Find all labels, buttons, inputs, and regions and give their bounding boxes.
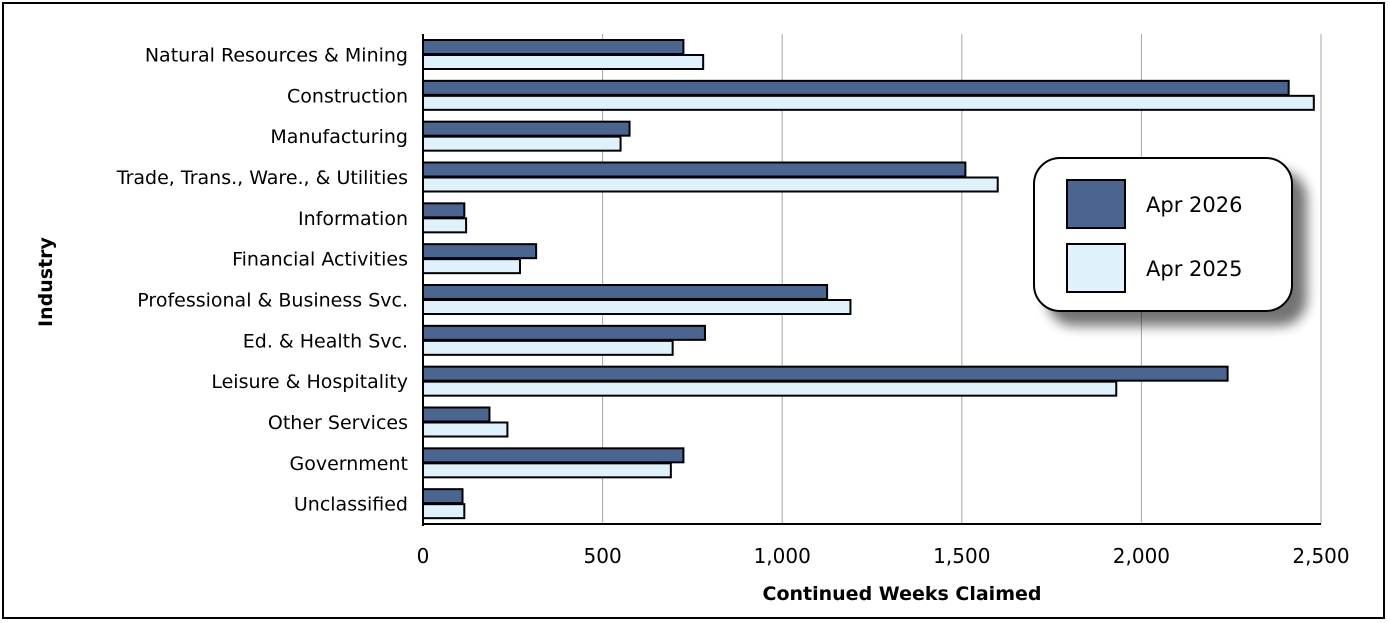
x-tick-labels: 0 500 1,000 1,500 2,000 2,500 <box>417 544 1350 568</box>
bar-secondary <box>422 217 468 234</box>
bar-primary <box>422 39 685 55</box>
x-tick-label: 1,000 <box>754 544 811 568</box>
category-label: Construction <box>287 85 408 107</box>
bar-primary <box>422 488 464 505</box>
bars <box>422 39 1315 520</box>
bar-secondary <box>422 421 509 438</box>
bar-primary <box>422 161 967 178</box>
category-label: Manufacturing <box>270 126 408 148</box>
bar-secondary <box>422 380 1118 397</box>
bar-primary <box>422 406 491 423</box>
category-label: Government <box>290 453 409 475</box>
gridlines <box>602 34 1322 524</box>
bar-secondary <box>422 135 622 152</box>
category-label: Ed. & Health Svc. <box>243 330 408 352</box>
x-tick-label: 500 <box>584 544 622 568</box>
bar-secondary <box>422 176 999 193</box>
category-label: Trade, Trans., Ware., & Utilities <box>116 167 408 189</box>
bar-secondary <box>422 462 672 479</box>
bar-secondary <box>422 258 521 275</box>
bar-chart: Natural Resources & Mining Construction Ma… <box>35 34 1350 605</box>
category-label: Information <box>298 208 408 230</box>
bar-primary <box>422 365 1229 382</box>
bar-primary <box>422 284 829 300</box>
bar-secondary <box>422 503 466 520</box>
bar-primary <box>422 447 685 464</box>
category-label: Leisure & Hospitality <box>211 371 408 393</box>
bar-primary <box>422 120 631 137</box>
x-tick-label: 1,500 <box>933 544 990 568</box>
x-tick-label: 2,000 <box>1113 544 1170 568</box>
x-tick-label: 2,500 <box>1292 544 1349 568</box>
category-label: Professional & Business Svc. <box>137 289 408 311</box>
bar-primary <box>422 202 466 219</box>
y-axis-title: Industry <box>35 236 57 326</box>
bar-secondary <box>422 339 674 356</box>
category-label: Natural Resources & Mining <box>145 44 408 66</box>
x-tick-label: 0 <box>417 544 430 568</box>
bar-secondary <box>422 94 1315 111</box>
category-label: Unclassified <box>294 494 408 516</box>
bar-secondary <box>422 299 852 315</box>
bar-primary <box>422 243 538 260</box>
x-axis-title: Continued Weeks Claimed <box>763 583 1042 605</box>
legend-label: Apr 2025 <box>1146 257 1242 281</box>
legend-label: Apr 2026 <box>1146 193 1242 217</box>
bar-primary <box>422 79 1290 96</box>
legend-swatch <box>1066 243 1126 293</box>
category-labels: Natural Resources & Mining Construction Ma… <box>116 44 408 515</box>
bar-primary <box>422 324 706 341</box>
legend: Apr 2026 Apr 2025 <box>1033 157 1293 312</box>
category-label: Financial Activities <box>232 249 408 271</box>
bar-secondary <box>422 54 705 70</box>
axes <box>422 34 1321 526</box>
category-label: Other Services <box>268 412 408 434</box>
legend-swatch <box>1066 179 1126 229</box>
